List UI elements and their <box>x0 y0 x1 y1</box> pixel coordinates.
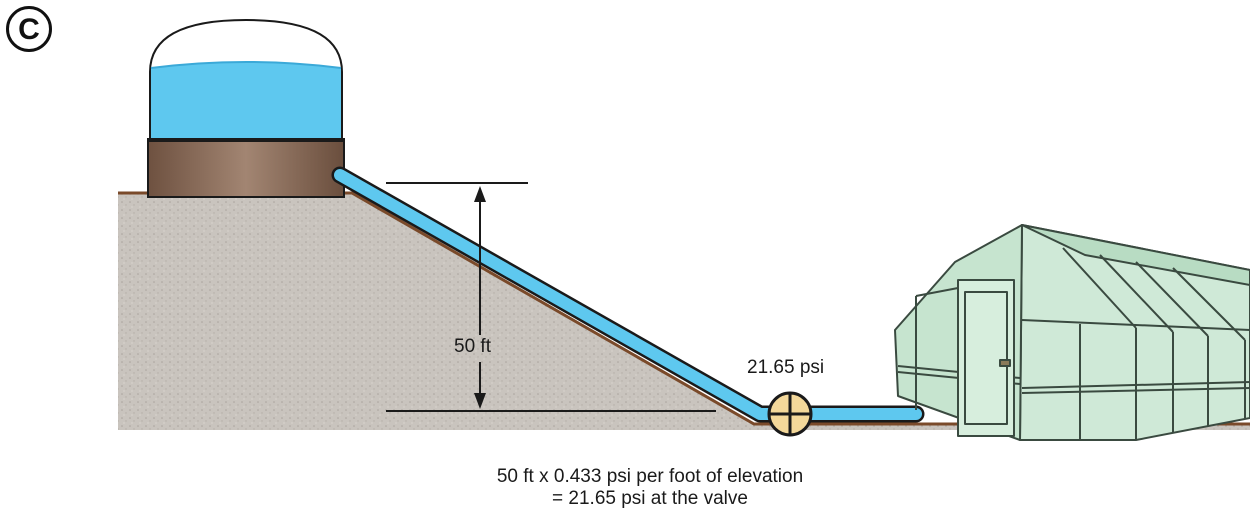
formula-line-2: = 21.65 psi at the valve <box>552 488 748 509</box>
water-tank <box>147 18 345 198</box>
height-label: 50 ft <box>454 336 491 357</box>
greenhouse <box>894 224 1250 441</box>
ground-hill <box>118 193 1250 430</box>
formula-line-1: 50 ft x 0.433 psi per foot of elevation <box>496 466 804 487</box>
pressure-label: 21.65 psi <box>747 357 825 378</box>
panel-letter-circle: C <box>6 6 52 52</box>
tank-base <box>147 138 345 198</box>
tank-water <box>151 62 341 140</box>
dimension-arrow <box>386 182 716 412</box>
valve-icon <box>767 391 813 437</box>
panel-letter: C <box>18 13 40 46</box>
